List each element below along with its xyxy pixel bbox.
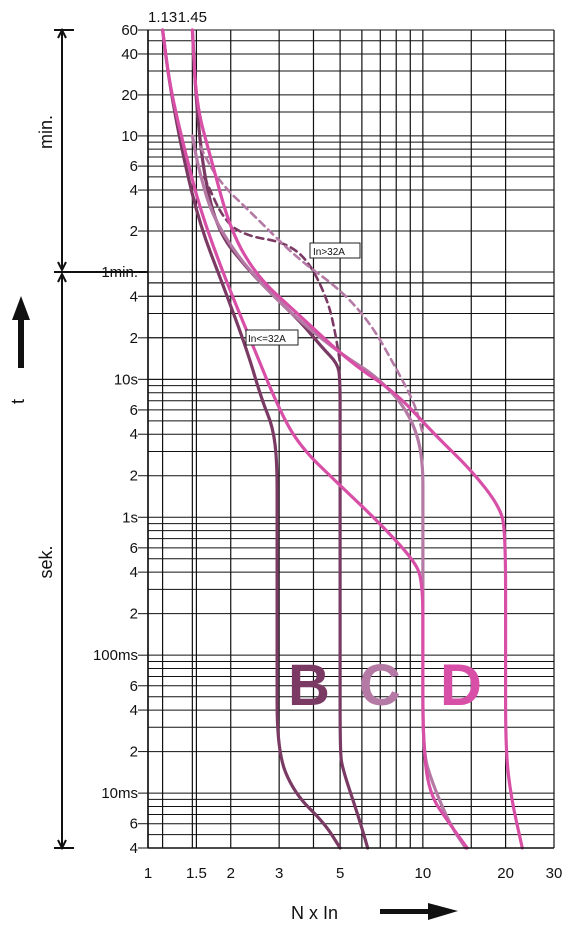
curve-letter-c: C — [359, 653, 401, 718]
y-tick-label: 10 — [121, 128, 138, 145]
x-tick-label: 10 — [415, 865, 432, 882]
annotation-in-le-32a-text: In<=32A — [248, 334, 286, 345]
y-tick-label: 2 — [130, 606, 138, 623]
annotation-in-gt-32a: In>32A — [309, 242, 361, 259]
y-tick-label: 2 — [130, 744, 138, 761]
y-tick-label: 2 — [130, 468, 138, 485]
y-tick-label: 10ms — [101, 785, 138, 802]
y-tick-label: 6 — [130, 540, 138, 557]
top-marker-label: 1.45 — [178, 9, 207, 26]
y-tick-label: 4 — [130, 182, 138, 199]
y-tick-label: 100ms — [93, 647, 138, 664]
range-label-sek: sek. — [36, 545, 56, 578]
series-line — [161, 28, 342, 850]
y-tick-label: 40 — [121, 46, 138, 63]
series-line — [161, 28, 469, 850]
x-tick-label: 30 — [546, 865, 563, 882]
y-tick-label: 1s — [122, 509, 138, 526]
x-tick-label: 2 — [227, 865, 235, 882]
x-tick-label: 20 — [497, 865, 514, 882]
annotation-in-le-32a: In<=32A — [245, 329, 299, 346]
y-tick-label: 10s — [114, 371, 138, 388]
x-tick-label: 3 — [275, 865, 283, 882]
x-axis-label: N x In — [291, 903, 338, 923]
curve-letter-d: D — [440, 653, 482, 718]
series-line — [190, 28, 370, 850]
y-tick-label: 2 — [130, 330, 138, 347]
y-tick-label: 6 — [130, 402, 138, 419]
x-tick-label: 1 — [144, 865, 152, 882]
y-tick-label: 2 — [130, 223, 138, 240]
axes: 1 1.5 2 3 5 10 20 301.13 1.45604020106421min.421… — [93, 9, 562, 882]
y-tick-label: 6 — [130, 678, 138, 695]
range-label-min: min. — [36, 115, 56, 149]
y-tick-label: 6 — [130, 158, 138, 175]
x-arrow-icon — [380, 903, 458, 920]
x-tick-label: 1.5 — [186, 865, 207, 882]
y-tick-label: 6 — [130, 816, 138, 833]
y-tick-label: 4 — [130, 288, 138, 305]
curve-letter-b: B — [288, 653, 330, 718]
x-tick-label: 5 — [336, 865, 344, 882]
y-tick-label: 4 — [130, 564, 138, 581]
range-brackets — [54, 27, 148, 851]
y-tick-label: 4 — [130, 840, 138, 857]
grid — [147, 29, 555, 849]
y-tick-label: 4 — [130, 426, 138, 443]
curves — [161, 28, 524, 850]
y-tick-label: 60 — [121, 22, 138, 39]
y-axis-label: t — [8, 399, 28, 404]
top-marker-label: 1.13 — [148, 9, 177, 26]
y-arrow-icon — [12, 296, 30, 368]
series-line — [202, 175, 342, 365]
series-line — [190, 28, 524, 850]
y-tick-label: 20 — [121, 87, 138, 104]
y-tick-label: 4 — [130, 702, 138, 719]
annotation-in-gt-32a-text: In>32A — [313, 247, 345, 258]
